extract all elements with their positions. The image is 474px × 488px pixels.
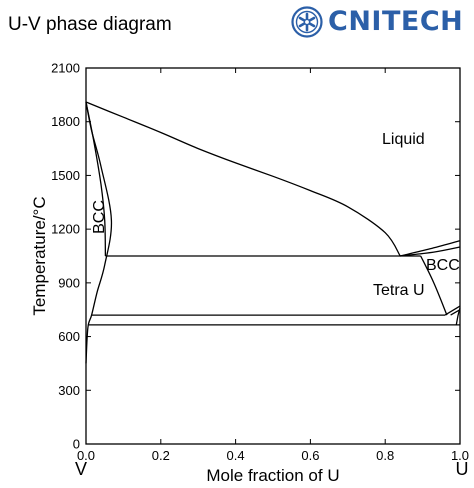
phase-boundaries: [85, 101, 461, 364]
left-end-label: V: [75, 459, 87, 479]
y-tick-label: 900: [58, 275, 80, 290]
phase-boundary: [420, 255, 448, 316]
phase-boundary: [85, 101, 401, 257]
x-tick-label: 0.8: [376, 448, 394, 463]
y-tick-label: 2100: [51, 61, 80, 76]
x-axis-title: Mole fraction of U: [206, 466, 339, 485]
brand-name: CNITECH: [328, 6, 464, 37]
y-tick-label: 600: [58, 329, 80, 344]
x-tick-label: 0.6: [301, 448, 319, 463]
right-end-label: U: [456, 459, 469, 479]
diagram-title: U-V phase diagram: [8, 14, 172, 35]
axis-ticks: 0.0 0.2 0.4 0.6 0.8 1.0 0 300 600 900 1200 1500 1800…: [51, 61, 469, 464]
plot-frame: [85, 67, 461, 445]
cnitech-emblem-icon: [291, 6, 323, 38]
phase-boundary: [400, 240, 461, 257]
phase-boundary: [444, 305, 461, 316]
phase-label-bcc-v: BCC: [91, 200, 108, 234]
phase-boundary: [450, 309, 461, 316]
phase-boundary: [85, 101, 113, 364]
x-tick-label: 0.0: [77, 448, 95, 463]
y-axis-title: Temperature/°C: [30, 196, 49, 315]
brand-logo: CNITECH: [291, 6, 469, 38]
x-tick-label: 0.2: [152, 448, 170, 463]
x-tick-label: 1.0: [451, 448, 469, 463]
phase-boundary: [400, 246, 461, 257]
y-tick-label: 0: [73, 437, 80, 452]
phase-boundary: [455, 307, 461, 326]
phase-label-tetra-u: Tetra U: [373, 282, 425, 299]
phase-label-bcc-u: BCC: [426, 257, 460, 274]
phase-label-liquid: Liquid: [382, 131, 425, 148]
y-tick-label: 1200: [51, 222, 80, 237]
x-tick-label: 0.4: [227, 448, 245, 463]
y-tick-label: 1500: [51, 168, 80, 183]
y-tick-label: 300: [58, 383, 80, 398]
y-tick-label: 1800: [51, 114, 80, 129]
